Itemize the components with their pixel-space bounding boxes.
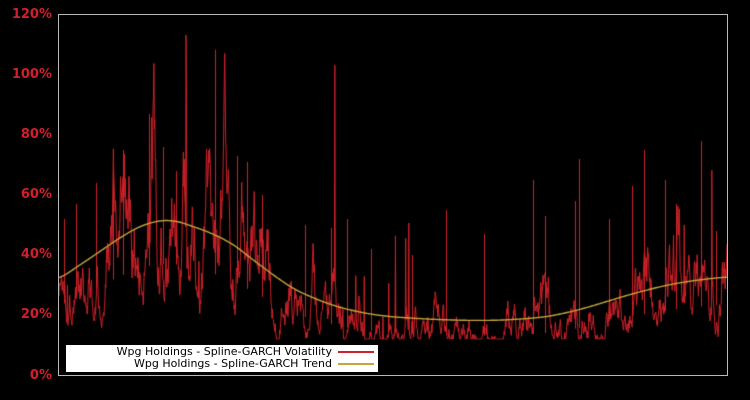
legend: Wpg Holdings - Spline-GARCH Volatility W…: [66, 345, 378, 372]
y-axis-tick-label: 0%: [29, 367, 52, 383]
y-axis: 0% 20% 40% 60% 80% 100% 120%: [0, 0, 52, 400]
legend-row-volatility: Wpg Holdings - Spline-GARCH Volatility: [70, 346, 374, 358]
y-axis-tick-label: 100%: [11, 66, 52, 82]
y-axis-tick-label: 40%: [20, 247, 52, 263]
volatility-legend-label: Wpg Holdings - Spline-GARCH Volatility: [116, 345, 332, 358]
plot-area: [58, 14, 728, 376]
y-axis-tick-label: 120%: [11, 6, 52, 22]
trend-legend-label: Wpg Holdings - Spline-GARCH Trend: [134, 357, 332, 370]
volatility-legend-line-icon: [338, 351, 374, 353]
chart-canvas: [59, 15, 727, 375]
trend-legend-line-icon: [338, 363, 374, 365]
y-axis-tick-label: 20%: [20, 307, 52, 323]
y-axis-tick-label: 60%: [20, 187, 52, 202]
y-axis-tick-label: 80%: [20, 126, 52, 142]
legend-row-trend: Wpg Holdings - Spline-GARCH Trend: [70, 358, 374, 370]
